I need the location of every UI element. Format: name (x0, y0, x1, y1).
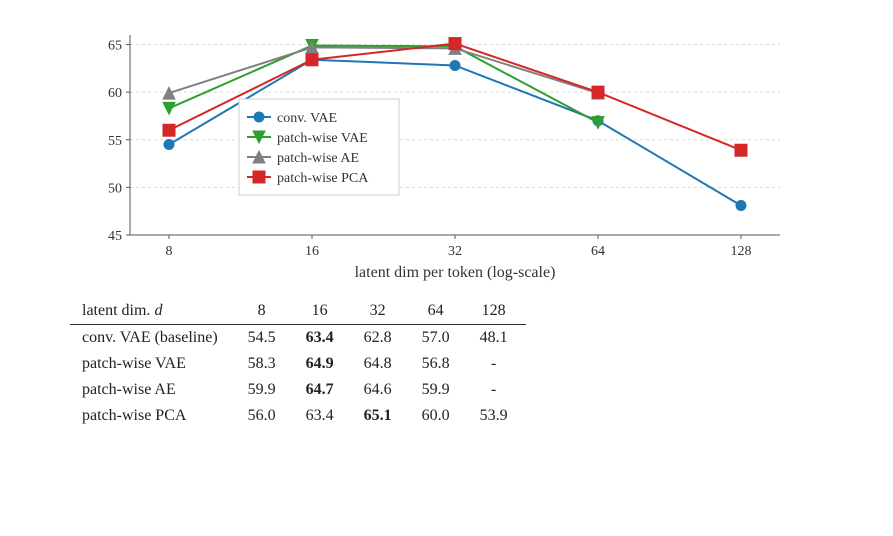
chart-container: 45 50 55 60 65 8 16 32 64 128 latent dim per token… (80, 20, 800, 290)
table-cell: 62.8 (352, 325, 410, 352)
y-tick-label: 65 (108, 39, 122, 54)
table-row: conv. VAE (baseline)54.563.462.857.048.1 (70, 325, 526, 352)
table-cell: 64.8 (352, 351, 410, 377)
x-axis-label: latent dim per token (log-scale) (355, 264, 556, 281)
legend-label: conv. VAE (277, 111, 337, 126)
table-row: patch-wise VAE58.364.964.856.8- (70, 351, 526, 377)
table-cell: 54.5 (236, 325, 294, 352)
table-cell: - (468, 377, 526, 403)
table-cell: 59.9 (410, 377, 468, 403)
y-tick-label: 55 (108, 134, 122, 149)
table-cell: 65.1 (352, 403, 410, 429)
data-table: latent dim. d8163264128conv. VAE (baseli… (70, 298, 526, 429)
legend-label: patch-wise AE (277, 151, 359, 166)
table-cell: 60.0 (410, 403, 468, 429)
table-col-header: 32 (352, 298, 410, 325)
legend: conv. VAE patch-wise VAE patch-wise AE patc… (239, 99, 399, 195)
y-tick-label: 60 (108, 86, 122, 101)
table-cell: 56.0 (236, 403, 294, 429)
table-header-label: latent dim. d (70, 298, 236, 325)
table-cell: - (468, 351, 526, 377)
y-tick-label: 50 (108, 181, 122, 196)
row-label: patch-wise PCA (70, 403, 236, 429)
table-col-header: 16 (294, 298, 352, 325)
table-cell: 59.9 (236, 377, 294, 403)
table-col-header: 64 (410, 298, 468, 325)
table-cell: 58.3 (236, 351, 294, 377)
x-tick-label: 32 (448, 244, 462, 259)
table-cell: 64.6 (352, 377, 410, 403)
legend-label: patch-wise PCA (277, 171, 369, 186)
table-row: patch-wise PCA56.063.465.160.053.9 (70, 403, 526, 429)
table-cell: 64.9 (294, 351, 352, 377)
x-tick-label: 16 (305, 244, 319, 259)
legend-label: patch-wise VAE (277, 131, 368, 146)
x-tick-label: 128 (731, 244, 752, 259)
table-cell: 64.7 (294, 377, 352, 403)
table-cell: 53.9 (468, 403, 526, 429)
table-cell: 63.4 (294, 403, 352, 429)
table-col-header: 128 (468, 298, 526, 325)
table-cell: 48.1 (468, 325, 526, 352)
table-row: patch-wise AE59.964.764.659.9- (70, 377, 526, 403)
table-cell: 57.0 (410, 325, 468, 352)
row-label: patch-wise AE (70, 377, 236, 403)
table-cell: 63.4 (294, 325, 352, 352)
line-chart: 45 50 55 60 65 8 16 32 64 128 latent dim per token… (80, 20, 800, 290)
table-col-header: 8 (236, 298, 294, 325)
row-label: patch-wise VAE (70, 351, 236, 377)
x-tick-label: 64 (591, 244, 605, 259)
table-cell: 56.8 (410, 351, 468, 377)
y-tick-label: 45 (108, 229, 122, 244)
row-label: conv. VAE (baseline) (70, 325, 236, 352)
x-tick-label: 8 (166, 244, 173, 259)
